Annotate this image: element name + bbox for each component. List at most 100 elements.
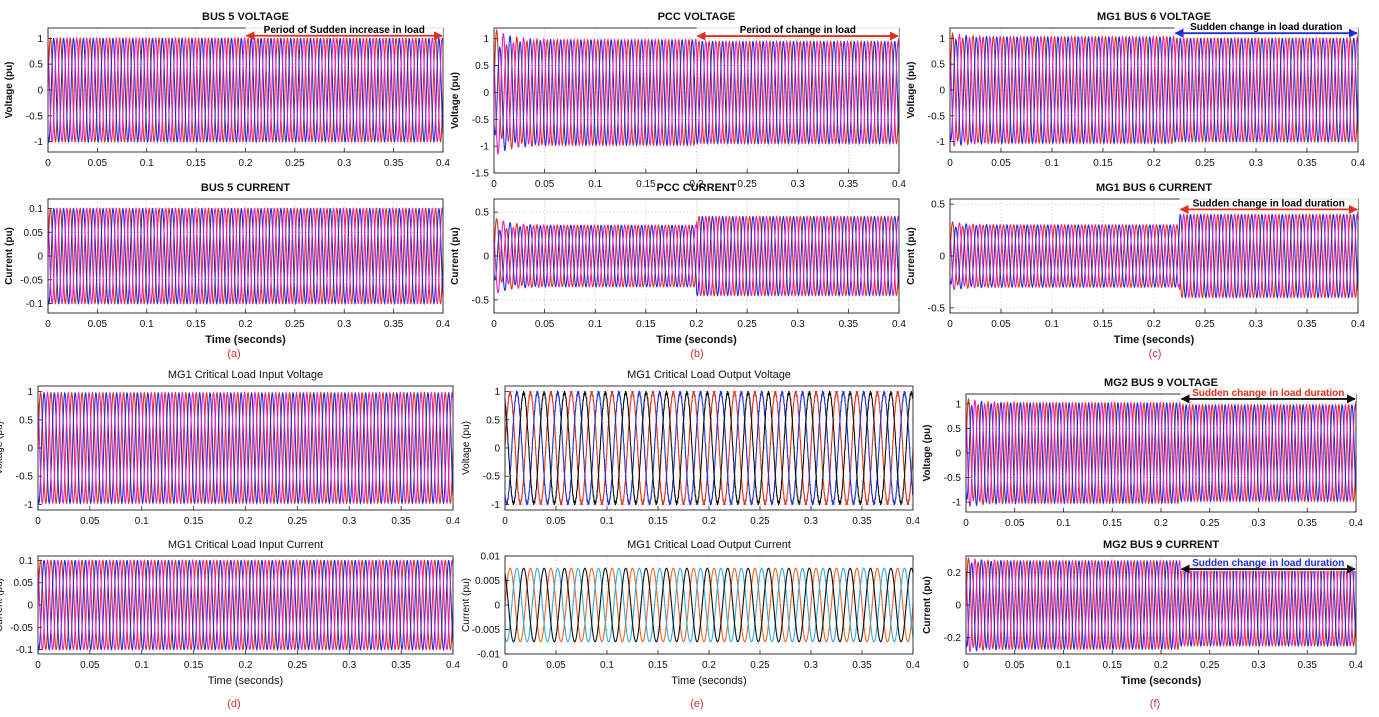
series-group xyxy=(950,213,1358,299)
x-tick-label: 0.1 xyxy=(140,158,154,169)
x-tick-label: 0.1 xyxy=(600,516,614,527)
series-group xyxy=(505,567,913,643)
y-tick-label: 0.5 xyxy=(931,200,945,211)
y-tick-label: -0.1 xyxy=(26,299,44,310)
x-tick-label: 0.3 xyxy=(1252,518,1266,529)
x-tick-label: 0.05 xyxy=(546,516,566,527)
x-tick-label: 0.15 xyxy=(184,516,204,527)
y-tick-label: 0.5 xyxy=(931,60,945,71)
series-line-phase-b xyxy=(950,213,1358,299)
y-tick-label: 0 xyxy=(955,449,961,460)
y-tick-label: 0.05 xyxy=(24,228,44,239)
y-tick-label: 0 xyxy=(37,86,43,97)
series-line-phase-b xyxy=(494,35,899,152)
x-tick-label: 0.3 xyxy=(804,516,818,527)
x-tick-label: 0.15 xyxy=(184,660,204,671)
chart-7: -1 -0.5 0 0.5 1 0 0.05 0.1 0.15 0.2 0.25 0.3 0.35 0.4… xyxy=(0,369,460,527)
x-tick-label: 0.2 xyxy=(239,319,253,330)
x-tick-label: 0.25 xyxy=(737,319,757,330)
y-tick-label: -0.01 xyxy=(477,650,500,661)
y-tick-label: -1 xyxy=(34,137,43,148)
series-line-phase-a xyxy=(494,215,899,297)
x-tick-label: 0.25 xyxy=(1195,319,1215,330)
series-line-phase-a xyxy=(48,207,443,305)
y-tick-label: 0.2 xyxy=(947,568,961,579)
x-tick-label: 0.4 xyxy=(1351,319,1365,330)
y-tick-label: 0 xyxy=(939,252,945,263)
series-group xyxy=(950,31,1358,147)
x-tick-label: 0.2 xyxy=(702,516,716,527)
x-tick-label: 0 xyxy=(35,516,41,527)
series-line-phase-a xyxy=(950,213,1358,299)
x-tick-label: 0.35 xyxy=(852,660,872,671)
x-tick-label: 0.2 xyxy=(1154,660,1168,671)
series-line-phase-c xyxy=(48,36,443,143)
y-axis-label: Current (pu) xyxy=(450,227,461,285)
series-group xyxy=(966,556,1356,653)
x-tick-label: 0.05 xyxy=(991,319,1011,330)
y-tick-label: -0.5 xyxy=(944,473,962,484)
x-tick-label: 0.35 xyxy=(839,179,859,190)
x-tick-label: 0.35 xyxy=(384,158,404,169)
series-line-phase-c xyxy=(950,33,1358,147)
series-line-phase-a xyxy=(966,397,1356,506)
x-axis-label: Time (seconds) xyxy=(1121,675,1202,687)
series-line-phase-b xyxy=(966,559,1356,652)
y-tick-label: 0 xyxy=(483,88,489,99)
x-tick-label: 0.05 xyxy=(546,660,566,671)
x-tick-label: 0.4 xyxy=(906,660,920,671)
x-tick-label: 0.15 xyxy=(648,660,668,671)
series-line-phase-c xyxy=(505,567,913,643)
chart-2: -0.1 -0.05 0 0.05 0.1 0 0.05 0.1 0.15 0.2 0.25 0.3 0… xyxy=(4,182,450,346)
series-line-phase-c xyxy=(38,559,453,651)
x-tick-label: 0.3 xyxy=(337,158,351,169)
chart-title: MG2 BUS 9 VOLTAGE xyxy=(1104,377,1218,389)
annotation-text: Period of Sudden increase in load xyxy=(264,25,425,36)
annotation-text: Sudden change in load duration xyxy=(1192,558,1344,569)
x-tick-label: 0.25 xyxy=(1200,660,1220,671)
chart-title: MG1 BUS 6 CURRENT xyxy=(1096,182,1212,194)
x-tick-label: 0.15 xyxy=(648,516,668,527)
chart-title: BUS 5 VOLTAGE xyxy=(202,11,289,23)
x-tick-label: 0.4 xyxy=(1349,660,1363,671)
x-tick-label: 0.3 xyxy=(342,516,356,527)
y-axis-label: Current (pu) xyxy=(4,227,15,285)
series-line-phase-a xyxy=(950,31,1358,146)
series-group xyxy=(48,36,443,144)
x-tick-label: 0.1 xyxy=(600,660,614,671)
y-tick-label: -0.5 xyxy=(16,472,34,483)
x-tick-label: 0.1 xyxy=(1045,158,1059,169)
x-tick-label: 0.15 xyxy=(636,319,656,330)
y-tick-label: 0 xyxy=(939,86,945,97)
x-tick-label: 0.4 xyxy=(446,660,460,671)
chart-11: -1 -0.5 0 0.5 1 0 0.05 0.1 0.15 0.2 0.25 0.3 0.35 0.4… xyxy=(922,377,1363,529)
y-tick-label: -0.5 xyxy=(472,295,490,306)
y-tick-label: 0.01 xyxy=(481,552,501,563)
x-tick-label: 0.1 xyxy=(135,516,149,527)
x-tick-label: 0.2 xyxy=(1147,158,1161,169)
y-tick-label: -0.1 xyxy=(16,645,34,656)
x-tick-label: 0.4 xyxy=(436,158,450,169)
y-tick-label: -1 xyxy=(936,137,945,148)
x-tick-label: 0.15 xyxy=(186,319,206,330)
series-line-phase-b xyxy=(950,35,1358,147)
chart-title: PCC VOLTAGE xyxy=(658,11,736,23)
x-tick-label: 0 xyxy=(947,158,953,169)
x-tick-label: 0 xyxy=(502,516,508,527)
x-tick-label: 0.3 xyxy=(1252,660,1266,671)
y-tick-label: 0.5 xyxy=(486,415,500,426)
panel-label-c: (c) xyxy=(1149,348,1162,360)
chart-5: -1 -0.5 0 0.5 1 0 0.05 0.1 0.15 0.2 0.25 0.3 0.35 0.4… xyxy=(906,11,1365,169)
series-line-phase-a xyxy=(38,559,453,651)
x-tick-label: 0.05 xyxy=(80,660,100,671)
x-tick-label: 0 xyxy=(45,158,51,169)
x-tick-label: 0 xyxy=(502,660,508,671)
x-tick-label: 0.05 xyxy=(1005,660,1025,671)
chart-12: -0.2 0 0.2 0 0.05 0.1 0.15 0.2 0.25 0.3 0.35 0.4 MG2… xyxy=(922,539,1363,687)
series-line-phase-a xyxy=(505,391,913,505)
x-tick-label: 0.35 xyxy=(852,516,872,527)
x-tick-label: 0.05 xyxy=(88,158,108,169)
y-tick-label: 0.5 xyxy=(19,415,33,426)
y-tick-label: 0 xyxy=(483,252,489,263)
annotation-text: Sudden change in load duration xyxy=(1193,198,1345,209)
